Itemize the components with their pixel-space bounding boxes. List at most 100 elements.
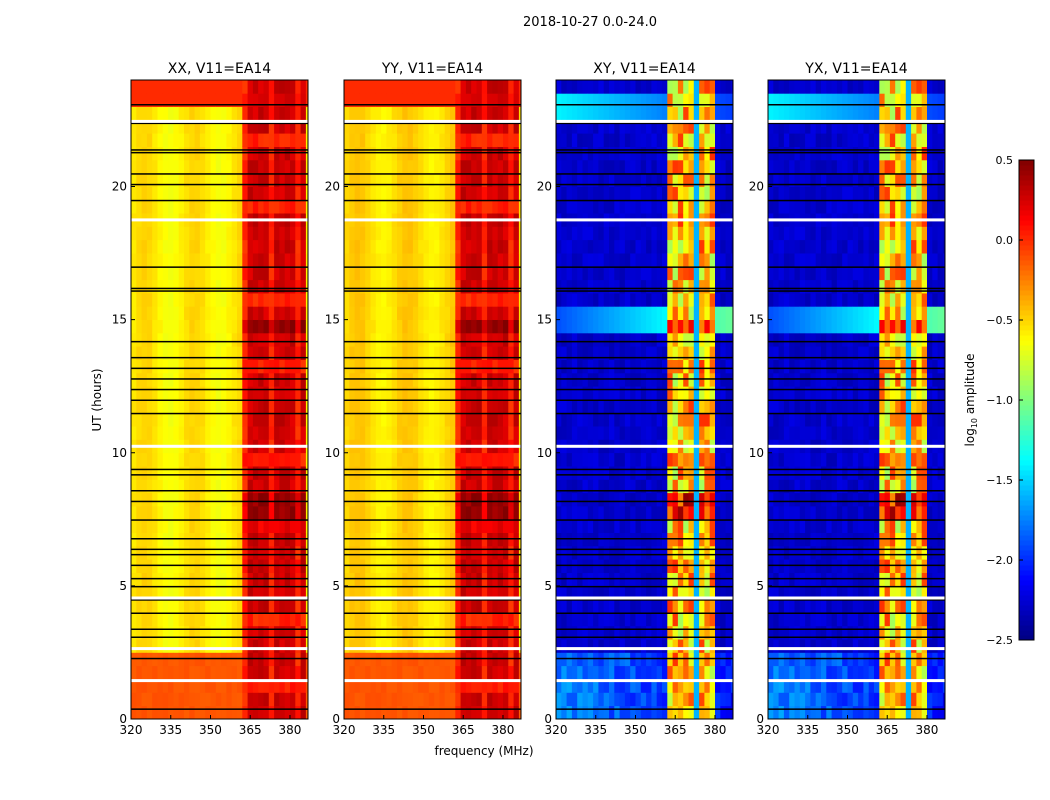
heatmap-cell [492, 466, 499, 480]
heatmap-cell [258, 372, 264, 387]
heatmap-cell [237, 346, 243, 360]
heatmap-cell [178, 506, 185, 520]
heatmap-cell [460, 452, 467, 467]
heatmap-cell [656, 466, 663, 480]
heatmap-cell [168, 479, 174, 494]
heatmap-cell [279, 639, 286, 653]
heatmap-cell [178, 519, 185, 533]
heatmap-cell [635, 612, 642, 627]
heatmap-cell [295, 506, 301, 520]
heatmap-cell [677, 199, 684, 214]
heatmap-cell [593, 93, 599, 107]
heatmap-cell [614, 306, 620, 320]
heatmap-cell [226, 186, 233, 201]
heatmap-cell [587, 80, 594, 94]
heatmap-cell [450, 359, 456, 374]
heatmap-cell [725, 226, 732, 241]
heatmap-cell [487, 226, 493, 241]
heatmap-cell [178, 386, 185, 400]
heatmap-cell [481, 119, 488, 134]
heatmap-cell [131, 253, 137, 267]
heatmap-cell [189, 332, 195, 347]
heatmap-cell [375, 572, 382, 587]
heatmap-cell [571, 479, 578, 494]
heatmap-cell [300, 692, 307, 707]
heatmap-cell [141, 386, 148, 400]
heatmap-cell [295, 679, 301, 693]
heatmap-cell [199, 159, 206, 174]
heatmap-cell [640, 266, 647, 281]
heatmap-cell [487, 559, 493, 573]
heatmap-cell [136, 159, 142, 174]
heatmap-cell [693, 226, 700, 241]
heatmap-cell [295, 359, 301, 374]
heatmap-cell [263, 173, 270, 187]
heatmap-cell [455, 572, 461, 587]
heatmap-cell [423, 279, 430, 294]
heatmap-cell [598, 106, 605, 121]
heatmap-cell [646, 119, 652, 134]
heatmap-cell [247, 293, 254, 307]
heatmap-cell [365, 119, 371, 134]
heatmap-cell [693, 293, 700, 307]
heatmap-cell [508, 452, 514, 467]
heatmap-cell [492, 346, 499, 360]
heatmap-cell [258, 625, 264, 640]
heatmap-cell [215, 359, 222, 374]
heatmap-cell [141, 173, 148, 187]
heatmap-cell [709, 306, 716, 320]
heatmap-cell [518, 146, 522, 161]
heatmap-cell [402, 133, 408, 147]
heatmap-cell [566, 705, 573, 720]
heatmap-cell [423, 186, 430, 201]
heatmap-cell [434, 239, 440, 254]
heatmap-cell [619, 119, 626, 134]
heatmap-cell [487, 173, 493, 187]
heatmap-cell [725, 372, 732, 387]
heatmap-cell [258, 639, 264, 653]
heatmap-cell [407, 306, 414, 320]
heatmap-cell [444, 306, 451, 320]
heatmap-cell [252, 146, 259, 161]
heatmap-cell [279, 386, 286, 400]
heatmap-cell [226, 625, 233, 640]
heatmap-cell [683, 279, 689, 294]
heatmap-cell [226, 279, 233, 294]
heatmap-cell [439, 506, 446, 520]
heatmap-cell [704, 386, 711, 400]
heatmap-cell [481, 186, 488, 201]
heatmap-cell [199, 572, 206, 587]
heatmap-cell [226, 93, 233, 107]
heatmap-cell [136, 519, 142, 533]
heatmap-cell [582, 346, 589, 360]
heatmap-cell [640, 519, 647, 533]
heatmap-cell [593, 639, 599, 653]
heatmap-cell [609, 119, 615, 134]
heatmap-cell [423, 199, 430, 214]
heatmap-cell [609, 426, 615, 440]
heatmap-cell [630, 106, 636, 121]
heatmap-cell [487, 199, 493, 214]
heatmap-cell [247, 159, 254, 174]
heatmap-cell [481, 159, 488, 174]
heatmap-cell [152, 665, 158, 680]
heatmap-cell [725, 585, 732, 600]
heatmap-cell [566, 585, 573, 600]
heatmap-cell [359, 106, 366, 121]
heatmap-cell [381, 599, 387, 613]
heatmap-cell [247, 93, 254, 107]
heatmap-cell [173, 159, 180, 174]
heatmap-cell [662, 399, 668, 414]
heatmap-cell [508, 479, 514, 494]
heatmap-cell [651, 80, 658, 94]
heatmap-cell [699, 106, 705, 121]
heatmap-cell [715, 253, 721, 267]
heatmap-cell [359, 692, 366, 707]
heatmap-cell [418, 346, 424, 360]
heatmap-cell [407, 80, 414, 94]
heatmap-cell [704, 399, 711, 414]
heatmap-cell [667, 612, 673, 627]
heatmap-cell [603, 492, 610, 507]
heatmap-cell [715, 293, 721, 307]
heatmap-cell [365, 599, 371, 613]
